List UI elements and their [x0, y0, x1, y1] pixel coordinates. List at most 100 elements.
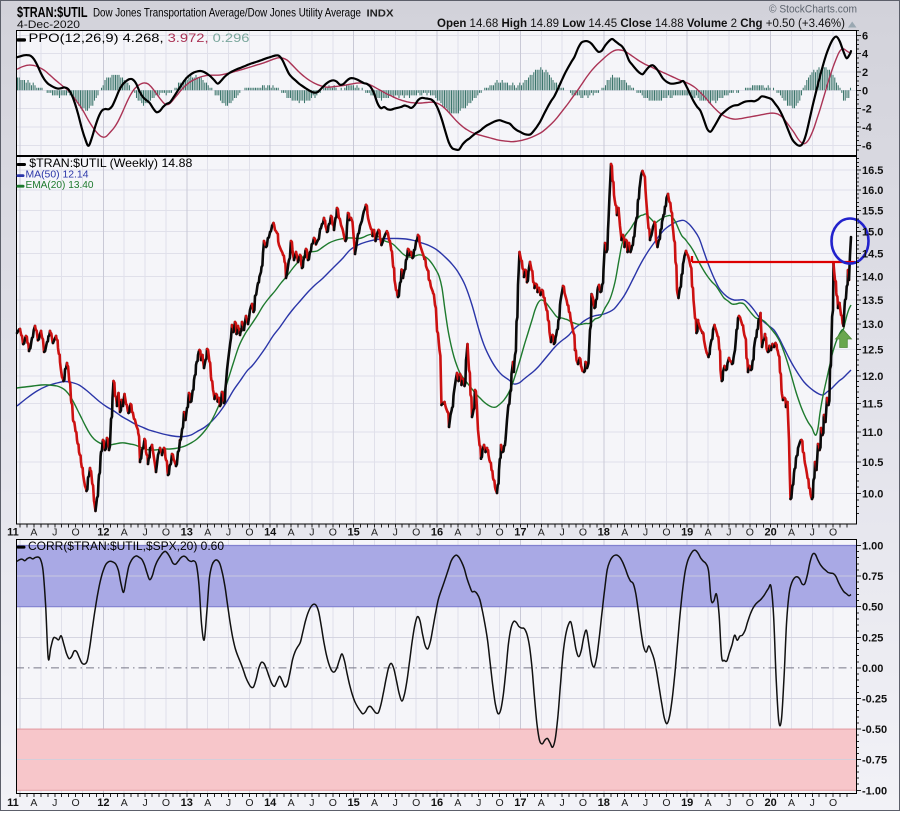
svg-text:$TRAN:$UTIL (Weekly) 14.88: $TRAN:$UTIL (Weekly) 14.88 — [29, 156, 192, 170]
svg-text:MA(50) 12.14: MA(50) 12.14 — [26, 169, 89, 181]
svg-text:O: O — [496, 527, 504, 539]
svg-text:J: J — [726, 527, 731, 539]
svg-text:O: O — [329, 527, 337, 539]
svg-text:-6: -6 — [862, 140, 872, 152]
svg-text:A: A — [788, 527, 795, 539]
svg-text:12.0: 12.0 — [862, 371, 883, 383]
svg-text:17: 17 — [514, 797, 526, 809]
svg-text:A: A — [454, 797, 461, 809]
svg-text:INDX: INDX — [367, 8, 394, 20]
svg-text:A: A — [705, 797, 712, 809]
svg-text:0.50: 0.50 — [862, 602, 883, 614]
svg-text:0.25: 0.25 — [862, 632, 883, 644]
svg-text:J: J — [393, 527, 398, 539]
svg-text:12: 12 — [97, 797, 109, 809]
svg-text:J: J — [393, 797, 398, 809]
svg-text:14: 14 — [264, 797, 277, 809]
svg-text:J: J — [559, 797, 564, 809]
svg-text:A: A — [788, 797, 795, 809]
svg-text:O: O — [412, 527, 420, 539]
svg-text:15: 15 — [347, 797, 359, 809]
svg-text:11: 11 — [7, 797, 19, 809]
svg-text:A: A — [538, 527, 545, 539]
svg-text:A: A — [30, 527, 37, 539]
svg-text:4-Dec-2020: 4-Dec-2020 — [17, 19, 80, 31]
svg-text:O: O — [746, 527, 754, 539]
svg-text:16: 16 — [431, 527, 443, 539]
svg-text:J: J — [476, 527, 481, 539]
svg-text:J: J — [643, 797, 648, 809]
svg-text:O: O — [329, 797, 337, 809]
svg-text:© StockCharts.com: © StockCharts.com — [769, 4, 857, 16]
svg-text:12: 12 — [97, 527, 109, 539]
svg-text:$TRAN:$UTIL: $TRAN:$UTIL — [17, 4, 88, 21]
svg-text:A: A — [288, 797, 295, 809]
svg-text:A: A — [454, 527, 461, 539]
svg-text:J: J — [309, 527, 314, 539]
svg-text:O: O — [245, 797, 253, 809]
svg-text:J: J — [52, 797, 57, 809]
svg-text:O: O — [245, 527, 253, 539]
svg-text:O: O — [496, 797, 504, 809]
svg-text:12.5: 12.5 — [862, 345, 883, 357]
svg-text:13: 13 — [181, 797, 193, 809]
svg-text:15.5: 15.5 — [862, 206, 883, 218]
svg-text:4: 4 — [862, 49, 869, 61]
svg-text:14.5: 14.5 — [862, 249, 883, 261]
svg-text:0.00: 0.00 — [862, 663, 883, 675]
svg-text:6: 6 — [862, 30, 868, 42]
svg-text:13.0: 13.0 — [862, 319, 883, 331]
svg-text:O: O — [579, 797, 587, 809]
svg-text:-0.50: -0.50 — [862, 724, 887, 736]
svg-text:Dow Jones Transportation Avera: Dow Jones Transportation Average/Dow Jon… — [93, 6, 361, 20]
svg-text:20: 20 — [764, 797, 776, 809]
svg-text:A: A — [121, 527, 128, 539]
svg-text:-4: -4 — [862, 122, 873, 134]
svg-text:10.0: 10.0 — [862, 489, 883, 501]
svg-text:15: 15 — [347, 527, 359, 539]
svg-text:A: A — [705, 527, 712, 539]
svg-text:-2: -2 — [862, 104, 872, 116]
svg-text:0: 0 — [862, 85, 868, 97]
svg-text:16.5: 16.5 — [862, 165, 883, 177]
svg-text:19: 19 — [681, 797, 693, 809]
svg-text:J: J — [142, 527, 147, 539]
svg-text:A: A — [371, 797, 378, 809]
svg-text:PPO(12,26,9) 4.268, 3.972, 0.2: PPO(12,26,9) 4.268, 3.972, 0.296 — [29, 31, 250, 45]
svg-text:A: A — [538, 797, 545, 809]
svg-text:Open 14.68 High 14.89 Low 14.4: Open 14.68 High 14.89 Low 14.45 Close 14… — [437, 18, 845, 30]
svg-text:O: O — [72, 527, 80, 539]
svg-text:16: 16 — [431, 797, 443, 809]
svg-text:O: O — [829, 527, 837, 539]
svg-text:19: 19 — [681, 527, 693, 539]
svg-text:A: A — [121, 797, 128, 809]
svg-text:O: O — [162, 797, 170, 809]
svg-text:18: 18 — [598, 797, 610, 809]
svg-text:J: J — [476, 797, 481, 809]
svg-text:O: O — [579, 527, 587, 539]
svg-text:A: A — [30, 797, 37, 809]
svg-text:2: 2 — [862, 67, 868, 79]
svg-text:J: J — [726, 797, 731, 809]
svg-text:CORR($TRAN:$UTIL,$SPX,20) 0.60: CORR($TRAN:$UTIL,$SPX,20) 0.60 — [28, 539, 224, 553]
svg-text:A: A — [288, 527, 295, 539]
svg-text:14.0: 14.0 — [862, 271, 883, 283]
svg-text:J: J — [309, 797, 314, 809]
svg-text:11.5: 11.5 — [862, 398, 883, 410]
svg-text:J: J — [52, 527, 57, 539]
svg-text:O: O — [662, 797, 670, 809]
svg-text:15.0: 15.0 — [862, 227, 883, 239]
svg-text:O: O — [72, 797, 80, 809]
svg-text:O: O — [662, 527, 670, 539]
svg-text:10.5: 10.5 — [862, 457, 883, 469]
svg-text:O: O — [162, 527, 170, 539]
svg-text:O: O — [746, 797, 754, 809]
svg-text:J: J — [810, 527, 815, 539]
svg-text:J: J — [559, 527, 564, 539]
svg-text:A: A — [204, 797, 211, 809]
svg-text:16.0: 16.0 — [862, 185, 883, 197]
svg-text:A: A — [204, 527, 211, 539]
svg-text:J: J — [142, 797, 147, 809]
svg-text:1.00: 1.00 — [862, 541, 883, 553]
svg-text:A: A — [371, 527, 378, 539]
